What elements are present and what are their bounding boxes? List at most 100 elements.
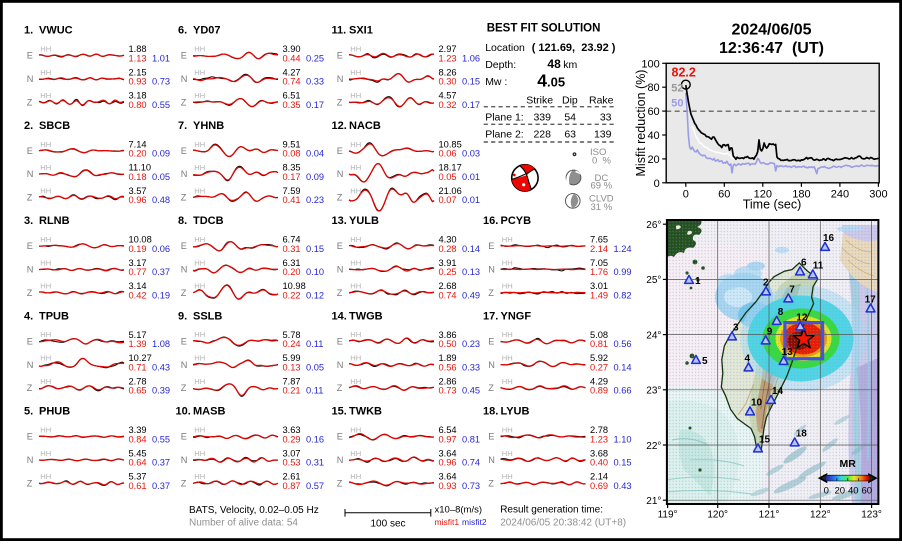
svg-text:33: 33 <box>600 111 612 123</box>
svg-text:0.08: 0.08 <box>283 149 301 159</box>
svg-text:Plane 2:: Plane 2: <box>485 129 524 141</box>
svg-text:3.91: 3.91 <box>439 258 457 268</box>
svg-text:0.74: 0.74 <box>462 458 480 468</box>
svg-text:0.17: 0.17 <box>306 100 324 110</box>
svg-text:Z: Z <box>337 478 343 488</box>
svg-text:0.11: 0.11 <box>306 386 323 396</box>
svg-text:1.: 1. <box>24 25 33 37</box>
svg-text:0.22: 0.22 <box>283 290 301 300</box>
svg-text:Number of alive data: 54: Number of alive data: 54 <box>189 518 298 529</box>
svg-text:0.18: 0.18 <box>129 172 147 182</box>
svg-text:7.14: 7.14 <box>129 139 147 149</box>
svg-text:Depth:: Depth: <box>485 59 516 71</box>
svg-text:11.: 11. <box>332 25 347 37</box>
svg-text:HH: HH <box>40 45 51 54</box>
svg-text:HH: HH <box>194 449 205 458</box>
svg-text:100: 100 <box>641 58 659 70</box>
svg-text:8.26: 8.26 <box>439 67 457 77</box>
svg-text:1.39: 1.39 <box>129 339 147 349</box>
svg-text:RLNB: RLNB <box>39 215 70 227</box>
svg-text:0.48: 0.48 <box>152 195 170 205</box>
svg-text:N: N <box>488 455 495 465</box>
svg-text:Z: Z <box>488 383 494 393</box>
svg-text:0.37: 0.37 <box>152 267 170 277</box>
svg-text:3.64: 3.64 <box>439 472 457 482</box>
svg-text:0.14: 0.14 <box>462 244 480 254</box>
svg-text:3.: 3. <box>24 215 33 227</box>
svg-text:BATS, Velocity, 0.02–0.05 Hz: BATS, Velocity, 0.02–0.05 Hz <box>189 505 319 516</box>
svg-text:0.64: 0.64 <box>129 458 147 468</box>
svg-text:HH: HH <box>350 186 361 195</box>
svg-text:0.33: 0.33 <box>306 77 324 87</box>
svg-text:Location: Location <box>485 42 525 54</box>
svg-text:N: N <box>337 74 344 84</box>
svg-text:Z: Z <box>181 383 187 393</box>
svg-text:HH: HH <box>350 163 361 172</box>
svg-text:9.51: 9.51 <box>283 139 301 149</box>
svg-text:4.05: 4.05 <box>537 70 565 90</box>
svg-text:PHUB: PHUB <box>39 406 70 418</box>
svg-text:54: 54 <box>564 111 576 123</box>
svg-text:0.33: 0.33 <box>462 362 480 372</box>
svg-text:HH: HH <box>194 354 205 363</box>
svg-text:2.61: 2.61 <box>283 472 301 482</box>
svg-text:HH: HH <box>194 45 205 54</box>
svg-text:Z: Z <box>27 97 33 107</box>
svg-text:5: 5 <box>702 356 708 367</box>
svg-text:N: N <box>337 455 344 465</box>
svg-text:0.93: 0.93 <box>439 481 457 491</box>
svg-text:2024/06/05 20:38:42 (UT+8): 2024/06/05 20:38:42 (UT+8) <box>500 518 626 529</box>
svg-text:Strike: Strike <box>526 95 553 107</box>
svg-text:6.74: 6.74 <box>283 235 301 245</box>
svg-text:HH: HH <box>502 354 513 363</box>
svg-text:HH: HH <box>40 258 51 267</box>
svg-text:5.78: 5.78 <box>283 330 301 340</box>
svg-text:15.: 15. <box>332 406 347 418</box>
svg-text:7.87: 7.87 <box>283 377 301 387</box>
svg-text:E: E <box>337 51 343 61</box>
svg-text:13: 13 <box>782 347 794 358</box>
svg-text:HH: HH <box>194 163 205 172</box>
svg-text:E: E <box>337 241 343 251</box>
svg-text:0.56: 0.56 <box>439 362 457 372</box>
svg-text:6.: 6. <box>178 25 187 37</box>
svg-text:6: 6 <box>801 258 807 269</box>
svg-text:7.05: 7.05 <box>590 258 608 268</box>
svg-text:122°: 122° <box>810 510 831 521</box>
svg-text:120°: 120° <box>707 510 728 521</box>
svg-text:3.57: 3.57 <box>129 186 147 196</box>
svg-text:3.63: 3.63 <box>283 425 301 435</box>
svg-text:0.17: 0.17 <box>283 172 301 182</box>
svg-text:LYUB: LYUB <box>501 406 530 418</box>
svg-text:14.: 14. <box>332 310 347 322</box>
svg-text:HH: HH <box>502 426 513 435</box>
svg-text:Result generation time:: Result generation time: <box>500 505 603 516</box>
svg-text:0.50: 0.50 <box>439 339 457 349</box>
svg-text:SBCB: SBCB <box>39 120 70 132</box>
svg-text:10.27: 10.27 <box>129 353 152 363</box>
svg-text:0.09: 0.09 <box>306 172 324 182</box>
svg-text:HH: HH <box>40 426 51 435</box>
svg-text:HH: HH <box>350 140 361 149</box>
svg-text:0.81: 0.81 <box>590 339 608 349</box>
svg-text:3.90: 3.90 <box>283 44 301 54</box>
svg-text:0.05: 0.05 <box>439 172 457 182</box>
svg-text:18.: 18. <box>483 406 498 418</box>
svg-text:HH: HH <box>350 282 361 291</box>
svg-text:11: 11 <box>813 261 824 272</box>
svg-text:0.97: 0.97 <box>439 434 457 444</box>
svg-text:4.27: 4.27 <box>283 67 301 77</box>
svg-text:0.19: 0.19 <box>152 290 170 300</box>
svg-text:N: N <box>181 360 188 370</box>
svg-text:60: 60 <box>647 106 659 118</box>
svg-text:2.78: 2.78 <box>129 377 147 387</box>
svg-text:4.57: 4.57 <box>439 91 457 101</box>
svg-text:0.56: 0.56 <box>614 339 632 349</box>
svg-text:2.14: 2.14 <box>590 472 608 482</box>
svg-text:HH: HH <box>502 377 513 386</box>
svg-text:80: 80 <box>647 82 659 94</box>
svg-text:0.15: 0.15 <box>306 244 324 254</box>
svg-text:0.07: 0.07 <box>439 195 457 205</box>
svg-text:10.98: 10.98 <box>283 281 306 291</box>
svg-text:4.29: 4.29 <box>590 377 608 387</box>
